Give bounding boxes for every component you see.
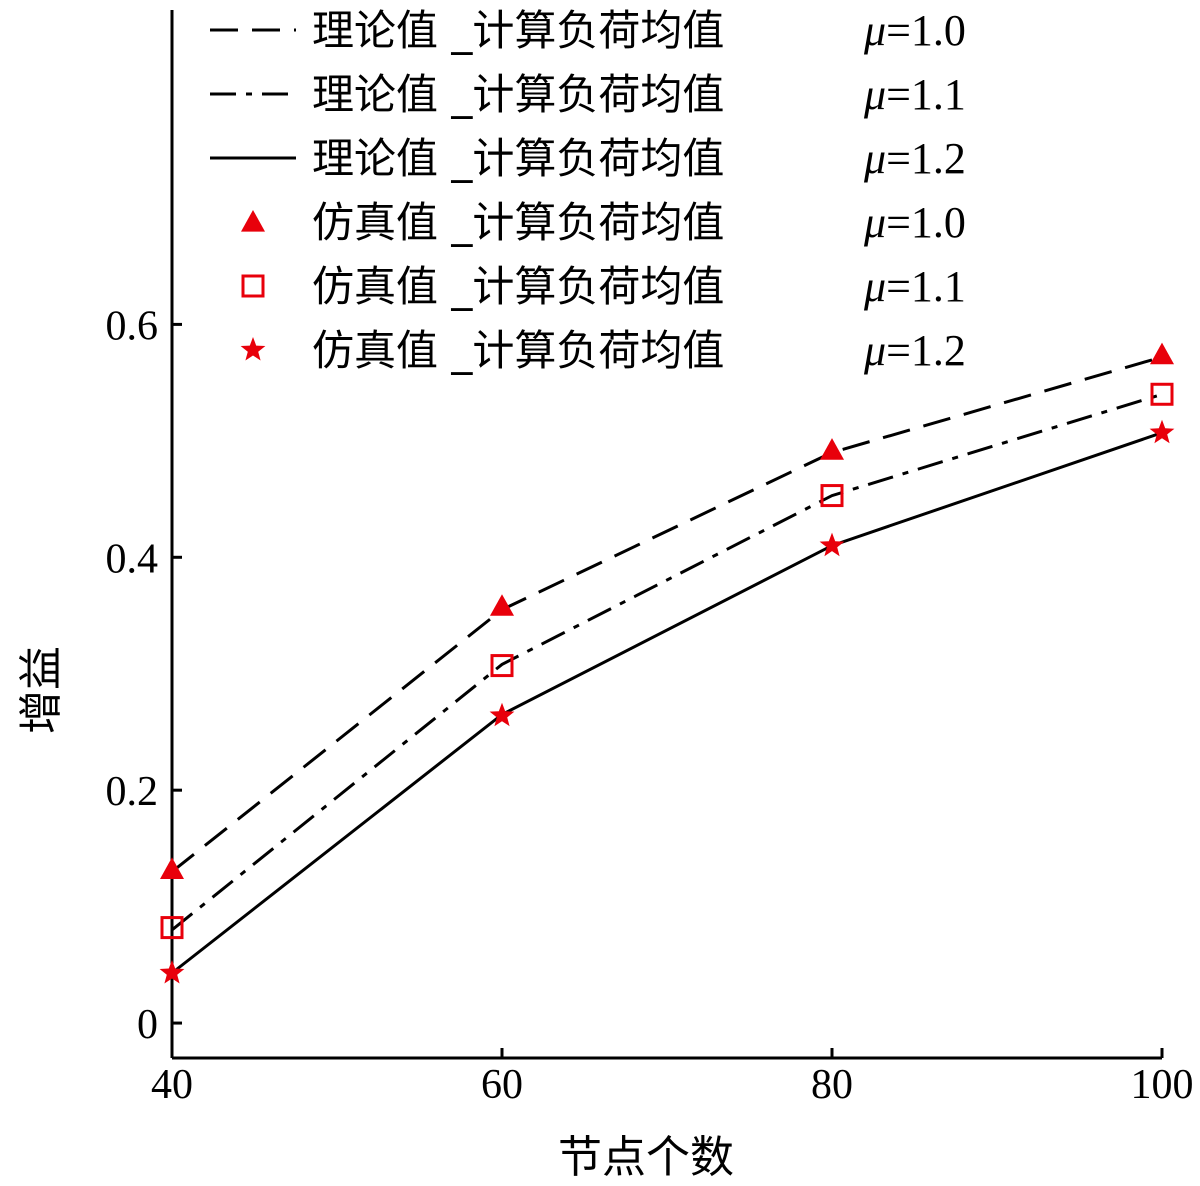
legend-mu-symbol: μ	[863, 134, 886, 183]
data-point-triangle	[160, 857, 184, 879]
data-point-star	[819, 532, 845, 557]
x-axis-title: 节点个数	[558, 1132, 734, 1183]
data-point-star	[159, 960, 185, 984]
legend-mu-value: =1.1	[886, 262, 966, 311]
x-tick-label: 40	[151, 1062, 193, 1108]
x-tick-label: 80	[811, 1062, 853, 1108]
data-point-star	[1149, 419, 1175, 444]
legend-mu: μ=1.2	[863, 134, 966, 183]
legend-mu-symbol: μ	[863, 326, 886, 375]
y-tick-label: 0.4	[106, 536, 159, 582]
ticks: 40 60 80 100 0 0.2 0.4 0.6	[106, 303, 1194, 1108]
legend-label: 仿真值 _计算负荷均值	[312, 326, 724, 375]
legend-marker-star	[240, 337, 266, 361]
y-axis-title: 增益	[16, 646, 67, 734]
data-point-square	[1150, 382, 1174, 406]
legend-marker-square	[241, 274, 265, 298]
y-tick-label: 0.2	[106, 769, 159, 815]
data-point-triangle	[490, 594, 514, 616]
legend-mu: μ=1.1	[863, 70, 966, 119]
legend-mu: μ=1.0	[863, 6, 966, 55]
x-tick-label: 100	[1131, 1062, 1194, 1108]
legend-mu: μ=1.2	[863, 326, 966, 375]
legend-mu-value: =1.2	[886, 326, 966, 375]
data-point-square	[160, 916, 184, 940]
legend-label: 仿真值 _计算负荷均值	[312, 262, 724, 311]
y-tick-label: 0	[137, 1002, 158, 1048]
data-point-triangle	[1150, 342, 1174, 365]
series-lines	[171, 355, 1163, 975]
data-point-square	[490, 654, 514, 678]
y-tick-label: 0.6	[106, 303, 159, 349]
data-point-square	[820, 484, 844, 508]
legend-label: 理论值 _计算负荷均值	[312, 6, 724, 55]
legend-mu: μ=1.0	[863, 198, 966, 247]
legend-label: 理论值 _计算负荷均值	[312, 70, 724, 119]
legend-mu: μ=1.1	[863, 262, 966, 311]
data-point-star	[489, 702, 515, 727]
legend-label: 仿真值 _计算负荷均值	[312, 198, 724, 247]
legend-mu-value: =1.1	[886, 70, 966, 119]
legend-marker-triangle	[241, 210, 265, 232]
series-line-solid	[171, 431, 1163, 975]
legend-mu-symbol: μ	[863, 198, 886, 247]
legend-mu-value: =1.2	[886, 134, 966, 183]
series-line-dashed	[171, 355, 1163, 873]
legend-mu-value: =1.0	[886, 198, 966, 247]
x-tick-label: 60	[481, 1062, 523, 1108]
legend-mu-symbol: μ	[863, 70, 886, 119]
legend-mu-symbol: μ	[863, 262, 886, 311]
axes	[170, 10, 1162, 1060]
legend-mu-symbol: μ	[863, 6, 886, 55]
data-point-triangle	[820, 438, 844, 460]
legend-label: 理论值 _计算负荷均值	[312, 134, 724, 183]
legend-mu-value: =1.0	[886, 6, 966, 55]
series-line-dashdot	[171, 392, 1163, 932]
series-markers	[159, 342, 1175, 984]
